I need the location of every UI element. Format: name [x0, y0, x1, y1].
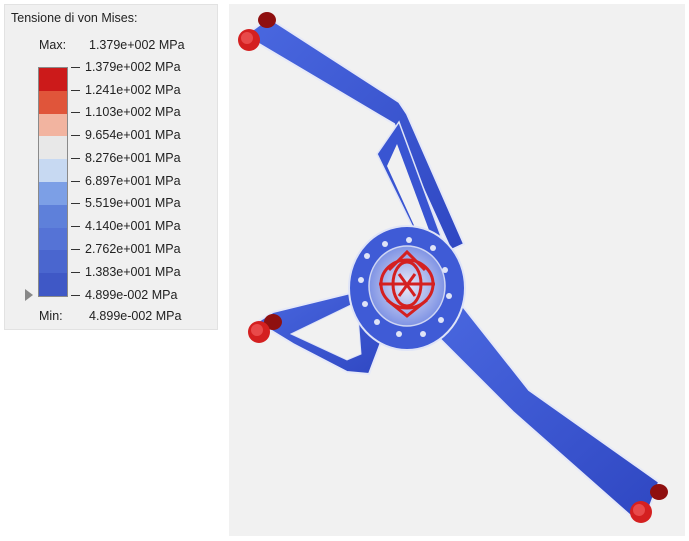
legend-tick-10: 4.899e-002 MPa	[71, 288, 177, 302]
legend-tick-0: 1.379e+002 MPa	[71, 60, 181, 74]
color-band-0	[39, 68, 67, 91]
color-band-2	[39, 113, 67, 137]
legend-tick-4: 8.276e+001 MPa	[71, 151, 181, 165]
fea-model-render	[238, 12, 668, 523]
color-band-1	[39, 90, 67, 114]
hub-constraint-hotspot	[379, 249, 435, 318]
legend-tick-1: 1.241e+002 MPa	[71, 83, 181, 97]
color-band-4	[39, 159, 67, 182]
legend-min-value: 4.899e-002 MPa	[89, 309, 182, 323]
end-pin-left	[248, 314, 282, 343]
model-viewport[interactable]	[229, 4, 685, 536]
legend-tick-3: 9.654e+001 MPa	[71, 128, 181, 142]
legend-title: Tensione di von Mises:	[11, 11, 138, 25]
legend-color-scale	[38, 67, 68, 297]
legend-max-label: Max:	[39, 38, 67, 52]
legend-tick-8: 2.762e+001 MPa	[71, 242, 181, 256]
legend-tick-9: 1.383e+001 MPa	[71, 265, 181, 279]
color-band-7	[39, 227, 67, 251]
legend-max-value: 1.379e+002 MPa	[89, 38, 185, 52]
end-pin-top	[238, 12, 276, 51]
color-band-5	[39, 182, 67, 205]
legend-tick-7: 4.140e+001 MPa	[71, 219, 181, 233]
legend-slider-pointer-icon[interactable]	[25, 289, 33, 301]
end-pin-bottom	[630, 484, 668, 523]
legend-min-label: Min:	[39, 309, 63, 323]
legend-tick-6: 5.519e+001 MPa	[71, 196, 181, 210]
legend-tick-2: 1.103e+002 MPa	[71, 105, 181, 119]
color-band-9	[39, 273, 67, 296]
color-band-8	[39, 250, 67, 274]
color-band-3	[39, 136, 67, 160]
stress-legend-panel: Tensione di von Mises: Max: 1.379e+002 M…	[4, 4, 218, 330]
bracket-part	[245, 16, 661, 520]
color-band-6	[39, 204, 67, 228]
legend-tick-5: 6.897e+001 MPa	[71, 174, 181, 188]
